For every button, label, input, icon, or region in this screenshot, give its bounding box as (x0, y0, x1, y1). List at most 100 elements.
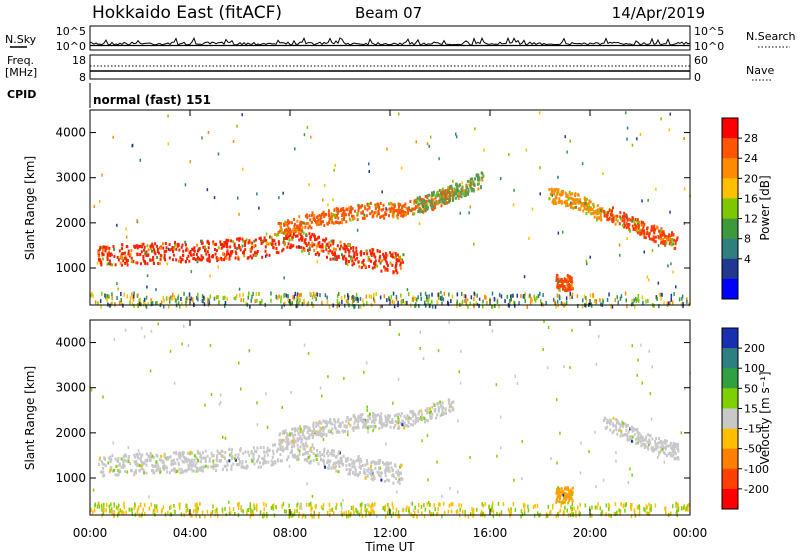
data-point (593, 210, 596, 214)
near-range-point (408, 506, 410, 511)
data-point (405, 416, 407, 420)
data-point (449, 185, 452, 188)
data-point (193, 257, 196, 260)
data-point (344, 257, 347, 261)
sparse-point (397, 469, 399, 473)
data-point (210, 451, 213, 455)
data-point (438, 407, 440, 411)
data-point (337, 462, 340, 466)
data-point (560, 500, 563, 504)
data-point (238, 246, 241, 250)
data-point (555, 279, 558, 282)
data-point (471, 177, 474, 181)
near-range-point (118, 503, 120, 508)
data-point (108, 246, 111, 250)
sparse-point (125, 227, 127, 231)
data-point (335, 461, 338, 465)
colorbar-swatch (722, 368, 738, 389)
data-point (369, 249, 372, 253)
data-point (399, 421, 402, 425)
near-range-point (169, 505, 171, 510)
near-range-point (440, 296, 443, 301)
data-point (201, 256, 204, 260)
near-range-point (516, 293, 518, 298)
data-point (568, 494, 571, 498)
data-point (221, 449, 224, 453)
data-point (396, 258, 399, 262)
data-point (628, 228, 631, 231)
data-point (610, 419, 612, 423)
near-range-point (262, 514, 264, 519)
near-range-point (245, 301, 247, 306)
near-range-point (569, 295, 571, 300)
data-point (97, 249, 100, 253)
data-point (226, 460, 229, 464)
sparse-point (429, 135, 432, 139)
near-range-point (188, 510, 191, 515)
near-range-point (388, 297, 390, 302)
data-point (394, 477, 397, 480)
data-point (455, 182, 458, 186)
data-point (631, 435, 634, 439)
data-point (245, 464, 248, 468)
near-range-point (250, 508, 252, 513)
near-range-point (352, 295, 354, 300)
data-point (555, 275, 558, 279)
near-range-point (142, 302, 145, 307)
near-range-point (442, 501, 445, 506)
data-point (619, 211, 622, 215)
data-point (605, 214, 608, 218)
data-point (284, 446, 287, 450)
data-point (318, 421, 321, 425)
data-point (302, 445, 305, 449)
near-range-point (299, 298, 301, 303)
near-range-point (108, 504, 111, 509)
data-point (102, 470, 105, 474)
data-point (476, 182, 479, 186)
data-point (424, 201, 427, 205)
data-point (305, 214, 307, 218)
data-point (107, 262, 110, 266)
data-point (289, 432, 292, 436)
data-point (180, 245, 183, 249)
data-point (357, 260, 360, 264)
near-range-point (185, 303, 188, 308)
colorbar-swatch (722, 178, 738, 199)
ytick-label: 1000 (55, 261, 86, 275)
sparse-point (308, 252, 310, 256)
data-point (417, 412, 420, 416)
sparse-point (90, 388, 93, 392)
sparse-point (315, 246, 318, 250)
data-point (170, 459, 173, 463)
data-point (636, 436, 639, 440)
near-range-point (270, 505, 273, 510)
data-point (341, 214, 344, 218)
near-range-point (252, 291, 254, 296)
data-point (335, 255, 338, 259)
near-range-point (354, 304, 356, 309)
data-point (369, 467, 372, 471)
data-point (153, 250, 156, 254)
near-range-point (353, 304, 355, 308)
near-range-point (687, 507, 689, 512)
data-point (658, 437, 661, 440)
data-point (369, 251, 372, 255)
near-range-point (384, 507, 386, 512)
data-point (424, 207, 427, 211)
data-point (358, 265, 361, 269)
data-point (326, 243, 328, 247)
data-point (341, 463, 344, 467)
data-point (100, 263, 103, 267)
data-point (106, 252, 109, 256)
data-point (419, 208, 422, 212)
near-range-point (186, 504, 188, 509)
data-point (379, 261, 382, 265)
near-range-point (310, 501, 312, 506)
near-range-point (321, 300, 323, 305)
data-point (662, 451, 665, 454)
data-point (556, 274, 558, 277)
data-point (144, 251, 147, 255)
data-point (347, 418, 350, 422)
data-point (390, 206, 393, 210)
data-point (451, 190, 454, 194)
